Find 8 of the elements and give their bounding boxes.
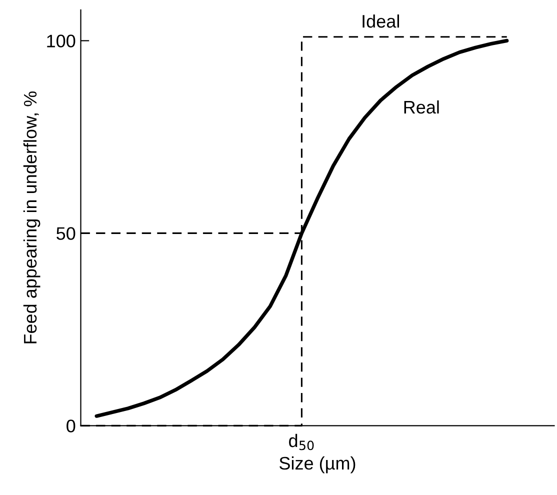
- y-tick-label: 100: [47, 34, 76, 48]
- series-label: Real: [404, 100, 439, 114]
- y-axis-title: Feed appearing in underflow, %: [23, 91, 40, 344]
- series-label: Ideal: [362, 14, 399, 28]
- y-tick-label: 50: [56, 227, 76, 240]
- y-tick-label: 0: [66, 420, 76, 432]
- x-axis-title: Size (µm): [280, 456, 356, 474]
- x-tick-label: d$_{50}$: [289, 434, 314, 450]
